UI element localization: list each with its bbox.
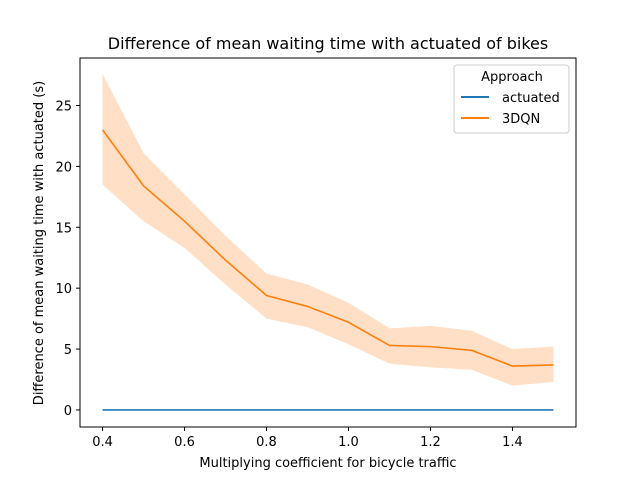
- y-tick-label: 10: [55, 282, 72, 297]
- axes-frame: [79, 57, 577, 428]
- y-tick-label: 0: [64, 404, 72, 419]
- legend: Approach actuated 3DQN: [453, 64, 570, 134]
- legend-label-3dqn: 3DQN: [502, 112, 540, 127]
- y-tick-label: 20: [55, 160, 72, 175]
- x-tick-label: 1.4: [502, 435, 523, 450]
- y-tick-label: 25: [55, 99, 72, 114]
- x-axis-label: Multiplying coefficient for bicycle traf…: [199, 456, 456, 471]
- legend-label-actuated: actuated: [502, 91, 560, 106]
- x-tick-label: 0.8: [256, 435, 277, 450]
- series-line-3dqn: [101, 129, 554, 367]
- y-axis-ticks: 0 5 10 15 20 25: [55, 99, 80, 419]
- y-tick-label: 5: [64, 343, 72, 358]
- x-tick-label: 1.2: [420, 435, 441, 450]
- legend-title: Approach: [481, 70, 543, 85]
- y-axis-label: Difference of mean waiting time with act…: [32, 81, 47, 405]
- plot-area: [101, 73, 554, 411]
- legend-box: [453, 64, 570, 134]
- x-tick-label: 0.4: [92, 435, 113, 450]
- y-tick-label: 15: [55, 221, 72, 236]
- x-axis-ticks: 0.4 0.6 0.8 1.0 1.2 1.4: [92, 427, 523, 450]
- x-tick-label: 1.0: [338, 435, 359, 450]
- chart-title: Difference of mean waiting time with act…: [108, 34, 548, 53]
- x-tick-label: 0.6: [174, 435, 195, 450]
